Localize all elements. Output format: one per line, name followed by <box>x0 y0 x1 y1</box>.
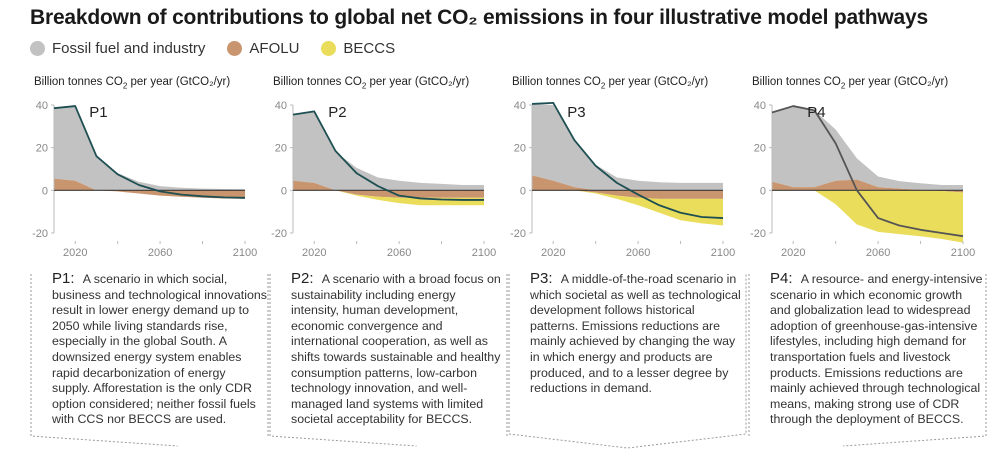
area-beccs <box>532 190 723 226</box>
y-tick-label: -20 <box>750 228 766 240</box>
x-tick-label: 2060 <box>387 247 411 259</box>
x-tick-label: 2060 <box>866 247 890 259</box>
y-axis-label-text: Billion tonnes CO <box>752 76 841 88</box>
net-emissions-line <box>771 105 964 238</box>
chart-p1: 40 20 0 -20 2020 2060 2100 P1 <box>32 100 257 259</box>
y-tick-label: 40 <box>36 100 48 112</box>
y-tick-label: 0 <box>281 185 287 197</box>
description-text: A scenario in which social, business and… <box>52 272 267 427</box>
x-tick-label: 2020 <box>63 247 87 259</box>
y-tick-label: 0 <box>520 185 526 197</box>
x-tick-label: 2100 <box>233 247 257 259</box>
x-tick-label: 2100 <box>711 247 735 259</box>
pathway-label: P3 <box>567 104 585 121</box>
x-tick-label: 2100 <box>951 247 975 259</box>
y-axis-label: Billion tonnes CO2 per year (GtCO₂/yr) <box>512 76 708 90</box>
legend-swatch-afolu <box>227 41 243 56</box>
y-tick-label: 20 <box>36 143 48 155</box>
pathway-id: P1: <box>52 270 75 287</box>
y-tick-label: -20 <box>32 228 48 240</box>
area-afolu-positive <box>532 175 723 191</box>
chart-p2: 40 20 0 -20 2020 2060 2100 P2 <box>271 100 496 259</box>
y-tick-label: 0 <box>42 185 48 197</box>
pathway-id: P3: <box>530 270 553 287</box>
area-afolu-positive <box>54 178 245 191</box>
pathway-label: P2 <box>328 104 346 121</box>
pathway-label: P1 <box>89 104 107 121</box>
area-afolu-negative <box>293 190 484 198</box>
legend-item-beccs: BECCS <box>321 40 395 57</box>
y-tick-label: 40 <box>754 100 766 112</box>
pathway-id: P2: <box>291 270 314 287</box>
legend-label: BECCS <box>343 40 396 57</box>
net-emissions-line <box>292 110 484 201</box>
y-axis-label-text: Billion tonnes CO <box>512 76 601 88</box>
legend-swatch-fossil <box>30 41 45 56</box>
y-axis-label-sub: 2 <box>600 81 606 91</box>
net-emissions-line <box>53 105 246 199</box>
y-axis-label: Billion tonnes CO2 per year (GtCO₂/yr) <box>273 76 469 90</box>
panel-p4: Billion tonnes CO2 per year (GtCO₂/yr) 4… <box>748 76 988 457</box>
area-fossil-fuel-and-industry <box>54 106 245 191</box>
y-tick-label: -20 <box>510 228 526 240</box>
description-text: A scenario with a broad focus on sustain… <box>291 272 501 427</box>
y-axis-label: Billion tonnes CO2 per year (GtCO₂/yr) <box>752 76 948 90</box>
pathway-label: P4 <box>807 104 825 121</box>
legend-item-fossil: Fossil fuel and industry <box>30 40 205 57</box>
panel-p3: Billion tonnes CO2 per year (GtCO₂/yr) 4… <box>508 76 748 457</box>
legend-swatch-beccs <box>321 41 337 56</box>
y-axis-label-sub: 2 <box>840 81 846 91</box>
area-afolu-negative <box>532 190 723 199</box>
description-p4: P4: A resource- and energy-intensive sce… <box>770 271 985 428</box>
y-tick-label: 40 <box>514 100 526 112</box>
y-tick-label: 20 <box>514 143 526 155</box>
chart-p3: 40 20 0 -20 2020 2060 2100 P3 <box>510 100 735 259</box>
x-tick-label: 2020 <box>541 247 565 259</box>
legend-label: Fossil fuel and industry <box>52 40 206 57</box>
y-axis-label-sub: 2 <box>361 81 367 91</box>
area-fossil-fuel-and-industry <box>532 103 723 191</box>
figure-title: Breakdown of contributions to global net… <box>30 6 928 29</box>
area-afolu-positive <box>293 180 484 191</box>
chart-p4: 40 20 0 -20 2020 2060 2100 P4 <box>750 100 975 259</box>
panel-p1: Billion tonnes CO2 per year (GtCO₂/yr) 4… <box>30 76 270 457</box>
description-p2: P2: A scenario with a broad focus on sus… <box>291 271 506 428</box>
legend: Fossil fuel and industry AFOLU BECCS <box>30 40 417 57</box>
x-tick-label: 2060 <box>148 247 172 259</box>
y-axis-label-suffix: per year (GtCO₂/yr) <box>127 76 231 88</box>
y-axis-label-text: Billion tonnes CO <box>34 76 123 88</box>
panel-p2: Billion tonnes CO2 per year (GtCO₂/yr) 4… <box>269 76 509 457</box>
area-fossil-fuel-and-industry <box>772 106 963 191</box>
legend-item-afolu: AFOLU <box>227 40 299 57</box>
y-axis-label-suffix: per year (GtCO₂/yr) <box>605 76 709 88</box>
y-tick-label: 20 <box>754 143 766 155</box>
x-tick-label: 2060 <box>626 247 650 259</box>
pathway-id: P4: <box>770 270 793 287</box>
y-tick-label: -20 <box>271 228 287 240</box>
description-p1: P1: A scenario in which social, business… <box>52 271 267 428</box>
area-afolu-positive <box>772 179 963 191</box>
x-tick-label: 2020 <box>781 247 805 259</box>
x-tick-label: 2100 <box>472 247 496 259</box>
y-axis-label-suffix: per year (GtCO₂/yr) <box>366 76 470 88</box>
y-tick-label: 20 <box>275 143 287 155</box>
y-axis-label-text: Billion tonnes CO <box>273 76 362 88</box>
y-axis-label: Billion tonnes CO2 per year (GtCO₂/yr) <box>34 76 230 90</box>
y-tick-label: 0 <box>760 185 766 197</box>
description-text: A middle-of-the-road scenario in which s… <box>530 272 741 396</box>
legend-label: AFOLU <box>249 40 300 57</box>
area-beccs <box>293 190 484 206</box>
description-text: A resource- and energy-intensive scenari… <box>770 272 983 427</box>
y-axis-label-sub: 2 <box>122 81 128 91</box>
net-emissions-line <box>531 101 724 219</box>
y-tick-label: 40 <box>275 100 287 112</box>
y-axis-label-suffix: per year (GtCO₂/yr) <box>845 76 949 88</box>
x-tick-label: 2020 <box>302 247 326 259</box>
area-beccs <box>772 190 963 243</box>
area-fossil-fuel-and-industry <box>293 111 484 191</box>
description-p3: P3: A middle-of-the-road scenario in whi… <box>530 271 745 397</box>
